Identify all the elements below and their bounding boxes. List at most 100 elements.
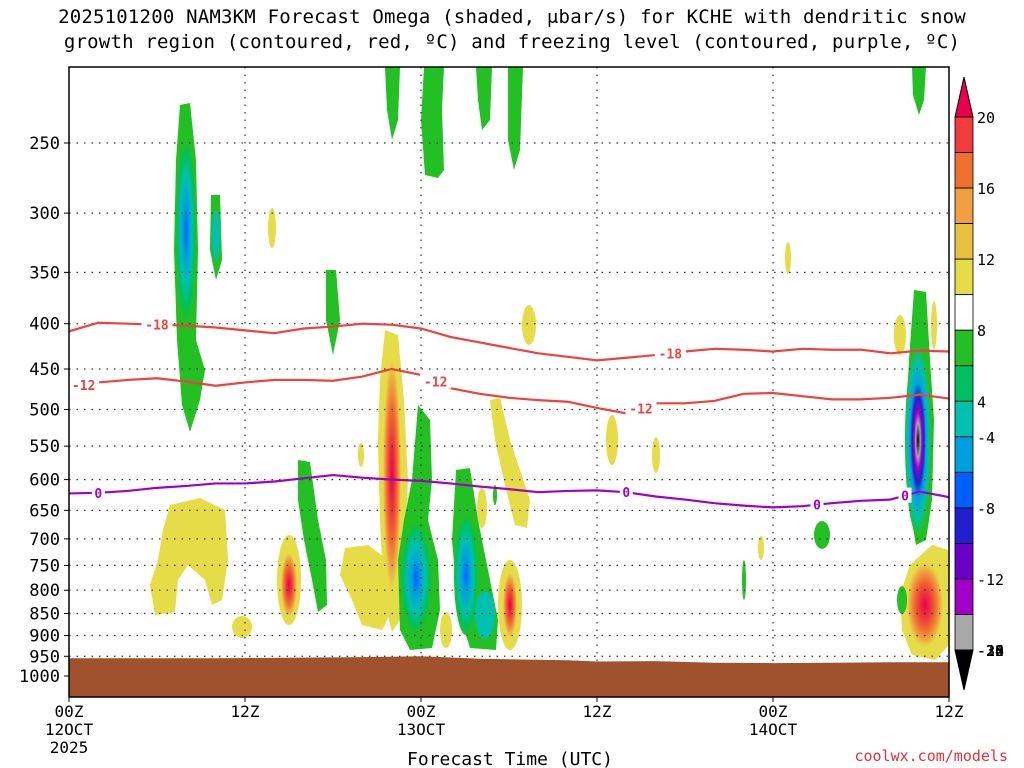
omega-area: [421, 67, 444, 178]
colorbar-swatch: [954, 578, 974, 615]
contour-label: 0: [901, 490, 909, 505]
omega-area: [897, 586, 907, 614]
colorbar-label: -32: [977, 642, 1004, 660]
y-tick-label: 300: [29, 204, 60, 224]
y-tick-label: 250: [29, 134, 60, 154]
contour-label-bg: [69, 376, 100, 392]
y-tick-label: 750: [29, 556, 60, 576]
omega-area: [508, 67, 523, 170]
colorbar-label: -20: [977, 642, 1004, 660]
colorbar-swatch: [954, 258, 974, 296]
plot-frame: [68, 66, 950, 698]
omega-area: [905, 345, 931, 535]
contour-label-bg: [810, 496, 824, 512]
omega-area: [758, 536, 764, 560]
contour-label: -12: [72, 379, 95, 394]
chart-title-line-1: 2025101200 NAM3KM Forecast Omega (shaded…: [58, 6, 966, 28]
colorbar-swatch: [954, 365, 974, 402]
omega-area: [912, 67, 926, 115]
x-tick-label: 12Z: [231, 702, 260, 721]
contour-label-bg: [91, 484, 105, 500]
terrain-fill: [69, 656, 949, 697]
omega-area: [281, 553, 297, 617]
x-tick-date-label: 14OCT: [749, 720, 798, 739]
y-axis-ticks: 2503003504004505005506006507007508008509…: [19, 134, 69, 687]
omega-shading: [150, 67, 949, 660]
colorbar-swatch: [954, 152, 974, 189]
x-tick-label: 12Z: [935, 702, 964, 721]
y-tick-label: 1000: [19, 667, 60, 687]
omega-area: [232, 616, 252, 638]
contour-line: [69, 321, 949, 362]
contour-label-bg: [654, 345, 686, 361]
omega-area: [493, 485, 497, 505]
contour-label: -12: [629, 402, 652, 417]
y-tick-label: 500: [29, 401, 60, 421]
omega-area: [454, 515, 478, 635]
contour-label: 0: [94, 487, 102, 502]
colorbar-label: 8: [977, 322, 986, 340]
y-tick-label: 600: [29, 471, 60, 491]
y-tick-label: 850: [29, 605, 60, 625]
colorbar-label: 12: [977, 251, 995, 269]
contour-label: -18: [659, 347, 683, 362]
omega-area: [477, 488, 487, 528]
colorbar-label: -16: [977, 642, 1004, 660]
y-tick-label: 400: [29, 315, 60, 335]
y-tick-label: 950: [29, 647, 60, 667]
colorbar-swatch: [954, 223, 974, 260]
omega-area: [440, 612, 452, 648]
omega-area: [212, 210, 220, 260]
contour-label-bg: [141, 316, 173, 332]
y-tick-label: 550: [29, 437, 60, 457]
colorbar-label: 16: [977, 180, 995, 198]
omega-area: [268, 208, 276, 248]
colorbar-swatch: [954, 436, 974, 473]
x-tick-label: 00Z: [759, 702, 788, 721]
colorbar-swatch: [954, 543, 974, 580]
colorbar-swatch: [954, 614, 974, 651]
omega-area: [358, 443, 364, 467]
y-tick-label: 700: [29, 530, 60, 550]
omega-area: [606, 415, 618, 465]
colorbar-label: -24: [977, 642, 1004, 660]
omega-area: [176, 140, 196, 320]
contour-label: -18: [145, 319, 169, 334]
omega-area: [503, 573, 517, 637]
colorbar-swatch: [954, 507, 974, 544]
x-tick-year-label: 2025: [50, 738, 89, 757]
y-tick-label: 650: [29, 501, 60, 521]
colorbar-legend: 20 16 12 8 4 -4 -8 -12 -16-20-24-28-32-36: [954, 76, 1004, 691]
contour-label-bg: [420, 373, 452, 389]
colorbar-label: 4: [977, 393, 986, 411]
x-axis-label: Forecast Time (UTC): [407, 749, 613, 768]
colorbar-label: -8: [977, 500, 995, 518]
colorbar-swatch: [954, 471, 974, 509]
contour-label-bg: [898, 487, 912, 503]
colorbar-label: -36: [977, 642, 1004, 660]
omega-area: [326, 270, 340, 355]
omega-area: [785, 242, 791, 274]
omega-area: [814, 521, 830, 549]
x-tick-label: 00Z: [407, 702, 436, 721]
omega-area: [907, 563, 943, 647]
omega-area: [490, 398, 530, 528]
colorbar-swatch: [954, 187, 974, 224]
contour-label: -12: [424, 376, 447, 391]
y-tick-label: 900: [29, 626, 60, 646]
colorbar-label: -28: [977, 642, 1004, 660]
omega-area: [894, 315, 906, 355]
x-tick-date-label: 12OCT: [45, 720, 94, 739]
omega-area: [742, 560, 746, 600]
temperature-contours: -18 -18 -12 -12 -12 0 0 0 0: [69, 316, 949, 514]
contour-line: [69, 367, 949, 415]
x-tick-date-label: 13OCT: [397, 720, 446, 739]
contour-label: 0: [813, 499, 821, 514]
colorbar-label: -12: [977, 571, 1004, 589]
colorbar-swatch: [954, 116, 974, 153]
omega-area: [401, 523, 431, 633]
omega-area: [475, 591, 495, 639]
site-credit: coolwx.com/models: [854, 747, 1008, 765]
